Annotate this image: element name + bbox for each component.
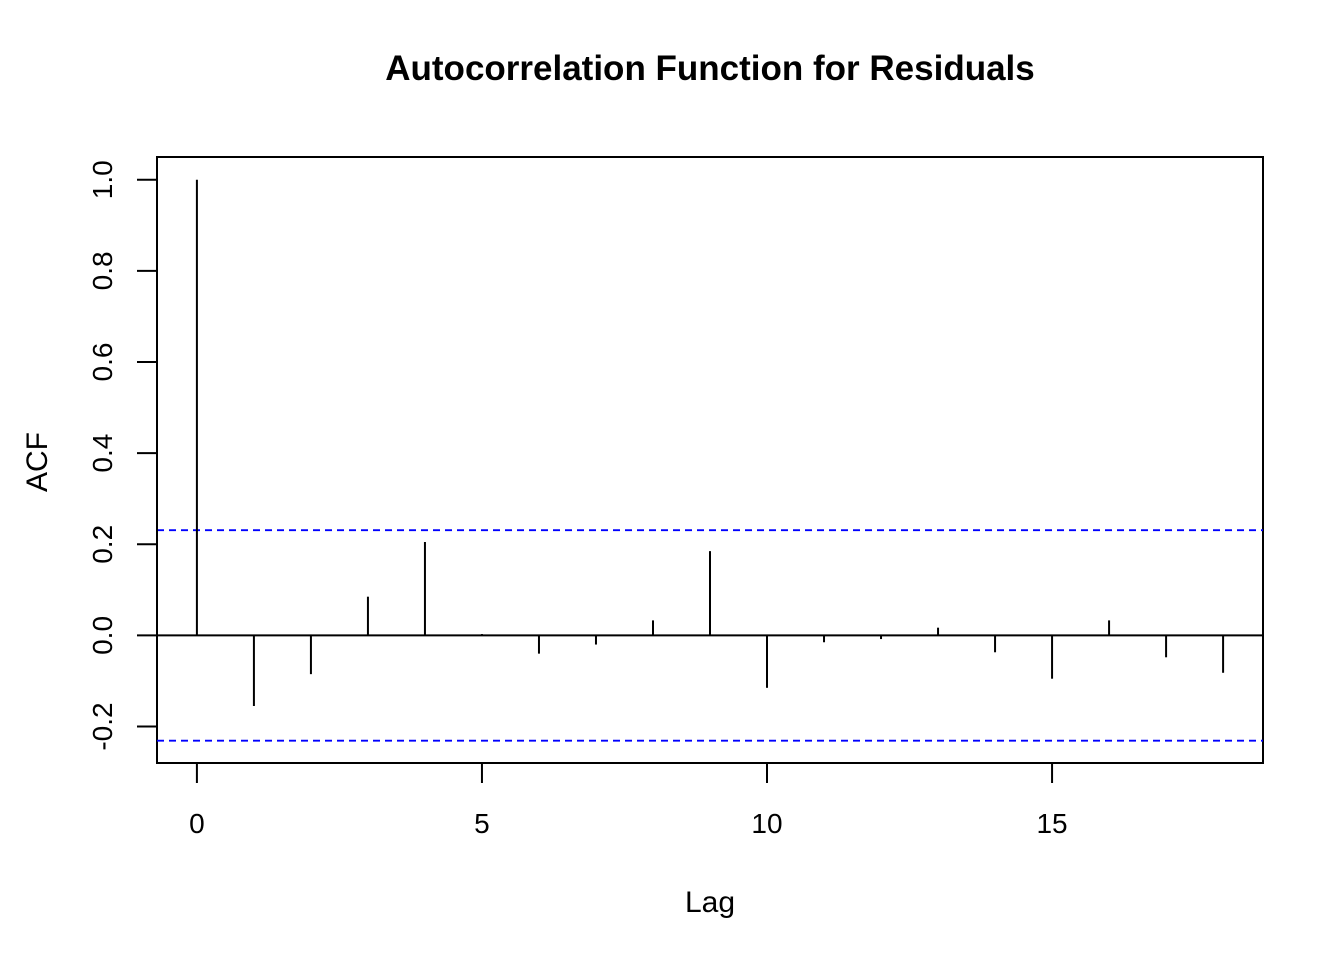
acf-spikes (195, 179, 1225, 707)
plot-frame (156, 156, 1264, 764)
y-axis: -0.2 0.0 0.2 0.4 0.6 0.8 1.0 (87, 160, 158, 751)
confidence-bounds (157, 529, 1263, 742)
x-axis: 0 5 10 15 (189, 762, 1068, 839)
y-tick-label-1.0: 1.0 (87, 160, 118, 199)
x-axis-label: Lag (685, 886, 735, 919)
y-axis-label: ACF (21, 432, 54, 492)
y-tick-label-0.4: 0.4 (87, 434, 118, 473)
y-tick-label-0.6: 0.6 (87, 343, 118, 382)
x-tick-label-0: 0 (189, 808, 205, 839)
y-tick-label-0.2: 0.2 (87, 525, 118, 564)
x-tick-label-5: 5 (474, 808, 490, 839)
y-tick-label-0.8: 0.8 (87, 251, 118, 290)
y-tick-label-0.0: 0.0 (87, 616, 118, 655)
chart-title: Autocorrelation Function for Residuals (385, 49, 1034, 88)
x-tick-label-10: 10 (751, 808, 782, 839)
y-tick-label--0.2: -0.2 (87, 702, 118, 750)
x-tick-label-15: 15 (1036, 808, 1067, 839)
